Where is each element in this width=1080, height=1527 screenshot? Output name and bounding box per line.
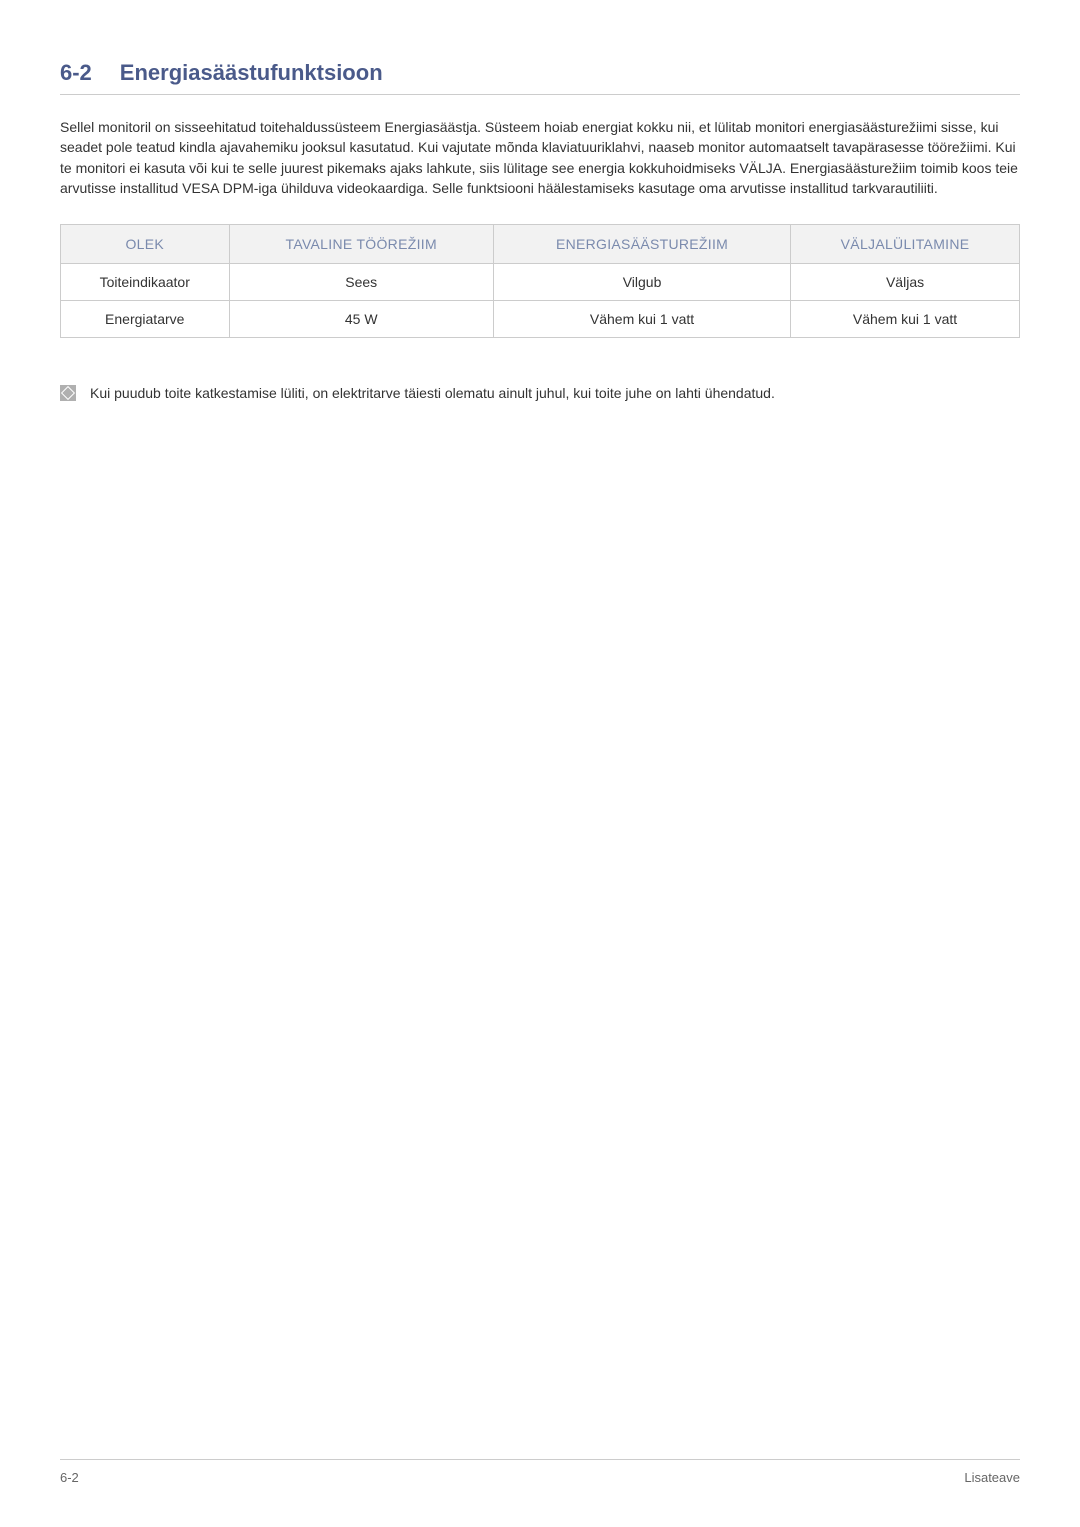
table-header: ENERGIASÄÄSTUREŽIIM: [493, 225, 790, 264]
note-icon: [60, 385, 76, 401]
body-paragraph: Sellel monitoril on sisseehitatud toiteh…: [60, 117, 1020, 198]
table-cell: Toiteindikaator: [61, 264, 230, 301]
table-cell: 45 W: [229, 301, 493, 338]
note: Kui puudub toite katkestamise lüliti, on…: [60, 384, 1020, 404]
table-header: TAVALINE TÖÖREŽIIM: [229, 225, 493, 264]
table-row: Energiatarve 45 W Vähem kui 1 vatt Vähem…: [61, 301, 1020, 338]
table-row: Toiteindikaator Sees Vilgub Väljas: [61, 264, 1020, 301]
table-cell: Vähem kui 1 vatt: [791, 301, 1020, 338]
note-text: Kui puudub toite katkestamise lüliti, on…: [90, 384, 775, 404]
table-cell: Väljas: [791, 264, 1020, 301]
table-cell: Vilgub: [493, 264, 790, 301]
table-header: OLEK: [61, 225, 230, 264]
section-header: 6-2 Energiasäästufunktsioon: [60, 60, 1020, 95]
page-footer: 6-2 Lisateave: [60, 1459, 1020, 1485]
table-header: VÄLJALÜLITAMINE: [791, 225, 1020, 264]
table-cell: Vähem kui 1 vatt: [493, 301, 790, 338]
footer-right: Lisateave: [964, 1470, 1020, 1485]
section-title: Energiasäästufunktsioon: [120, 60, 383, 86]
table-header-row: OLEK TAVALINE TÖÖREŽIIM ENERGIASÄÄSTUREŽ…: [61, 225, 1020, 264]
table-cell: Sees: [229, 264, 493, 301]
footer-left: 6-2: [60, 1470, 79, 1485]
section-number: 6-2: [60, 60, 92, 86]
table-cell: Energiatarve: [61, 301, 230, 338]
power-table: OLEK TAVALINE TÖÖREŽIIM ENERGIASÄÄSTUREŽ…: [60, 224, 1020, 338]
